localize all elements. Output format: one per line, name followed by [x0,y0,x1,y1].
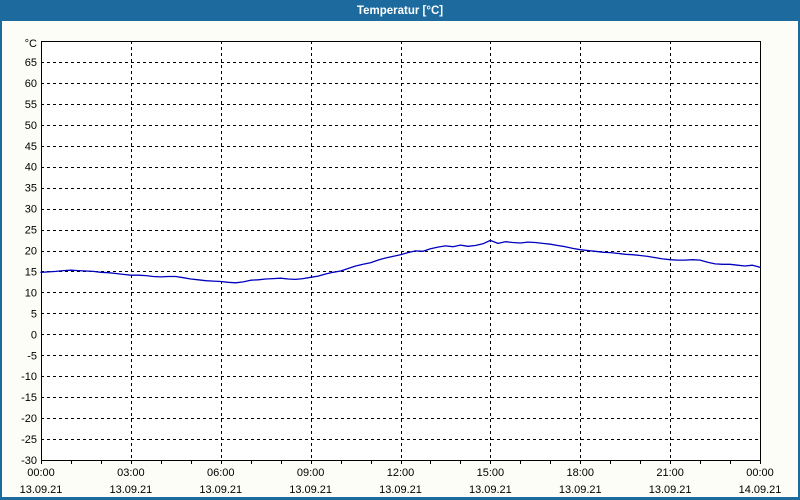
x-tick-date-label: 14.09.21 [739,484,782,496]
x-tick-date-label: 13.09.21 [20,484,63,496]
x-tick-time-label: 00:00 [746,467,774,479]
y-tick-label: 25 [25,225,37,237]
y-tick-label: 5 [31,308,37,320]
x-tick-date-label: 13.09.21 [649,484,692,496]
y-tick-label: 10 [25,287,37,299]
y-tick-label: 45 [25,141,37,153]
y-tick-label: 60 [25,78,37,90]
x-tick-time-label: 09:00 [297,467,325,479]
chart-content-area: °C 65 60 55 50 45 40 35 30 25 20 15 10 5 0 -5 -10 -15 -20-… [2,21,798,497]
window-titlebar: Temperatur [°C] [0,0,800,21]
x-tick-date-label: 13.09.21 [379,484,422,496]
x-tick-time-label: 12:00 [387,467,415,479]
y-axis-unit-label: °C [25,38,37,50]
window-title: Temperatur [°C] [356,4,444,17]
x-tick-date-label: 13.09.21 [559,484,602,496]
y-tick-label: 55 [25,99,37,111]
x-tick-date-label: 13.09.21 [109,484,152,496]
y-tick-label: 0 [31,329,37,341]
x-tick-time-label: 15:00 [477,467,505,479]
y-tick-label: -25 [21,434,37,446]
y-tick-label: 50 [25,120,37,132]
x-tick-time-label: 06:00 [207,467,235,479]
y-tick-label: 65 [25,57,37,69]
y-tick-label: -20 [21,413,37,425]
x-tick-time-label: 21:00 [656,467,684,479]
x-tick-time-label: 18:00 [566,467,594,479]
x-tick-time-label: 03:00 [117,467,145,479]
plot-area [41,41,760,460]
y-tick-label: -15 [21,392,37,404]
y-tick-label: 35 [25,183,37,195]
y-tick-label: -5 [27,350,37,362]
y-tick-label: 20 [25,246,37,258]
temperature-series [40,239,761,284]
y-tick-label: 15 [25,266,37,278]
x-tick-date-label: 13.09.21 [469,484,512,496]
x-tick-date-label: 13.09.21 [199,484,242,496]
x-tick-date-label: 13.09.21 [289,484,332,496]
y-tick-label: 40 [25,162,37,174]
y-tick-label: -30 [21,455,37,467]
x-tick-time-label: 00:00 [27,467,55,479]
temperature-chart: °C65605550454035302520151050-5-10-15-20-… [20,38,782,496]
y-tick-label: -10 [21,371,37,383]
y-tick-label: 30 [25,204,37,216]
